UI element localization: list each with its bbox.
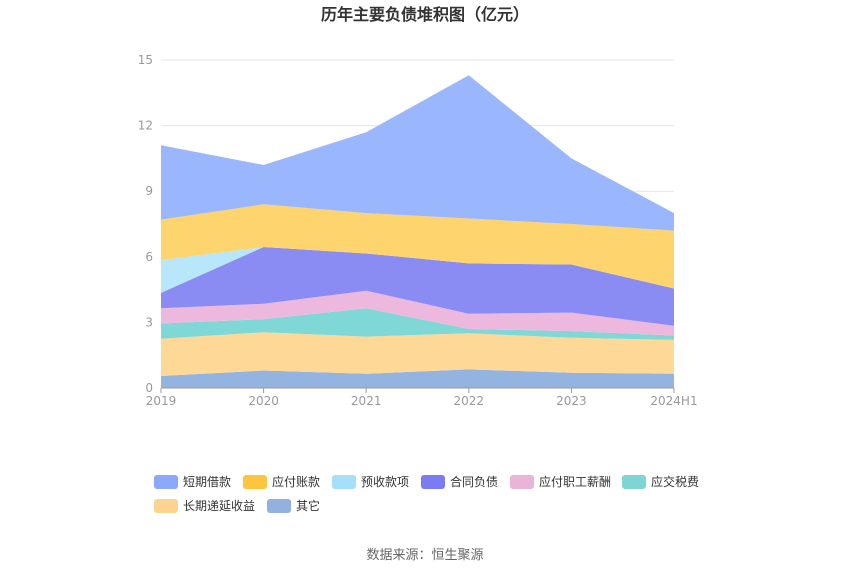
legend-item[interactable]: 长期递延收益: [154, 499, 255, 513]
legend-label: 合同负债: [450, 474, 498, 489]
x-tick-label: 2019: [146, 394, 177, 408]
x-tick-label: 2021: [351, 394, 382, 408]
legend-item[interactable]: 应付账款: [243, 474, 320, 489]
area-series-0: [161, 369, 674, 388]
legend-label: 短期借款: [183, 475, 231, 489]
legend-swatch: [421, 475, 445, 489]
y-tick-label: 3: [145, 315, 153, 329]
legend-item[interactable]: 合同负债: [421, 474, 498, 489]
legend-label: 其它: [296, 498, 320, 513]
legend-swatch: [622, 475, 646, 489]
legend-label: 应付职工薪酬: [539, 474, 611, 489]
area-series-1: [161, 332, 674, 376]
x-tick-label: 2022: [454, 394, 485, 408]
legend-swatch: [154, 475, 178, 489]
chart-title: 历年主要负债堆积图（亿元）: [321, 5, 529, 24]
y-tick-label: 6: [145, 250, 153, 264]
area-series-3: [161, 290, 674, 336]
area-series-6: [161, 204, 674, 289]
y-tick-label: 15: [138, 53, 153, 67]
legend-item[interactable]: 应付职工薪酬: [510, 474, 611, 489]
legend-swatch: [332, 475, 356, 489]
legend-swatch: [243, 475, 267, 489]
axes: 0 3 6 9 12 15 2019 2020 2021 2022 2023 2024H1: [138, 53, 698, 408]
area-series-2: [161, 308, 674, 340]
legend-label: 长期递延收益: [183, 499, 255, 513]
x-tick-label: 2020: [248, 394, 279, 408]
legend-swatch: [267, 499, 291, 513]
area-series-7: [161, 75, 674, 231]
y-tick-label: 0: [145, 381, 153, 395]
legend-swatch: [154, 499, 178, 513]
x-tick-label: 2023: [556, 394, 587, 408]
y-tick-label: 12: [138, 119, 153, 133]
legend-item[interactable]: 预收款项: [332, 475, 409, 489]
legend-item[interactable]: 应交税费: [622, 474, 699, 489]
legend-swatch: [510, 475, 534, 489]
legend-label: 预收款项: [361, 475, 409, 489]
x-tick-label: 2024H1: [650, 394, 697, 408]
legend-item[interactable]: 短期借款: [154, 475, 231, 489]
y-tick-label: 9: [145, 184, 153, 198]
area-series: [161, 75, 674, 388]
legend-label: 应付账款: [272, 474, 320, 489]
legend-label: 应交税费: [651, 474, 699, 489]
area-series-4: [161, 247, 674, 326]
legend-item[interactable]: 其它: [267, 498, 320, 513]
data-source: 数据来源：恒生聚源: [366, 548, 483, 563]
